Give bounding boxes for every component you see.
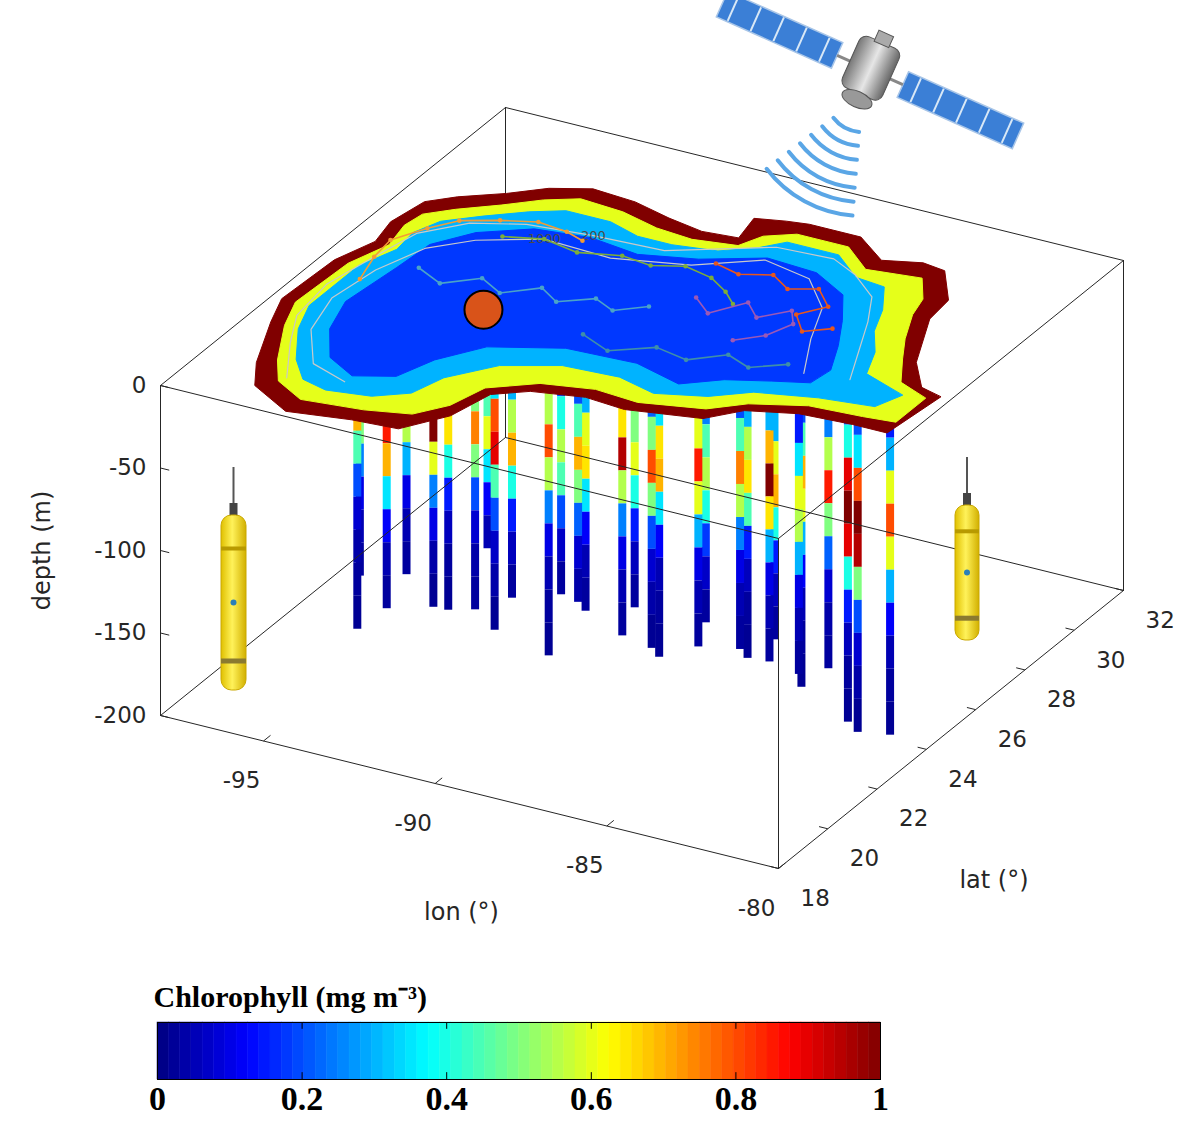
svg-text:-80: -80 xyxy=(738,895,776,921)
svg-text:26: 26 xyxy=(998,726,1027,752)
svg-text:0.6: 0.6 xyxy=(570,1080,613,1117)
svg-text:-90: -90 xyxy=(394,810,432,836)
svg-text:Chlorophyll (mg m⁻³): Chlorophyll (mg m⁻³) xyxy=(154,980,427,1014)
svg-text:0.4: 0.4 xyxy=(425,1080,468,1117)
svg-text:-95: -95 xyxy=(223,767,261,793)
svg-text:18: 18 xyxy=(801,885,830,911)
svg-text:-100: -100 xyxy=(94,537,146,563)
svg-text:-50: -50 xyxy=(109,454,147,480)
svg-text:32: 32 xyxy=(1146,607,1175,633)
svg-text:-200: -200 xyxy=(94,702,146,728)
svg-text:0: 0 xyxy=(149,1080,166,1117)
svg-text:0.8: 0.8 xyxy=(715,1080,758,1117)
svg-text:1: 1 xyxy=(872,1080,889,1117)
svg-text:20: 20 xyxy=(850,845,879,871)
svg-text:22: 22 xyxy=(899,805,928,831)
svg-text:depth (m): depth (m) xyxy=(28,491,56,611)
svg-text:1000: 1000 xyxy=(527,231,561,247)
svg-text:200: 200 xyxy=(581,228,606,243)
svg-text:lon (°): lon (°) xyxy=(424,898,499,926)
svg-text:30: 30 xyxy=(1096,647,1125,673)
svg-text:28: 28 xyxy=(1047,686,1076,712)
svg-text:24: 24 xyxy=(948,766,977,792)
svg-text:-150: -150 xyxy=(94,619,146,645)
svg-text:-85: -85 xyxy=(566,852,604,878)
svg-text:lat (°): lat (°) xyxy=(959,866,1028,894)
svg-text:0.2: 0.2 xyxy=(281,1080,324,1117)
svg-text:0: 0 xyxy=(132,372,147,398)
